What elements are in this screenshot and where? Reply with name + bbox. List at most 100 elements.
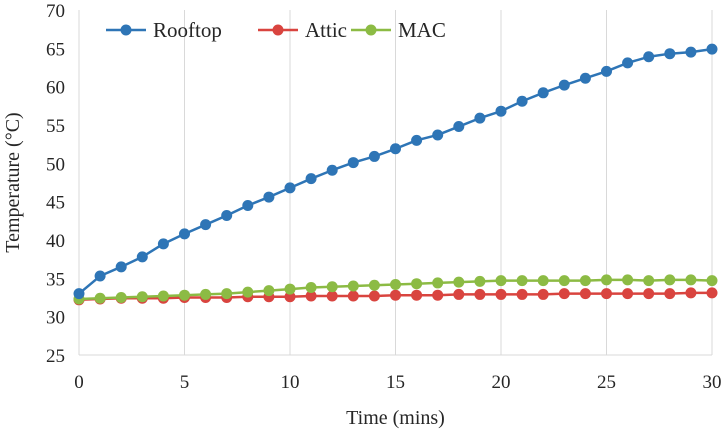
data-point-attic xyxy=(685,287,697,299)
y-axis-title: Temperature (°C) xyxy=(2,112,24,252)
data-point-rooftop xyxy=(601,65,612,77)
data-point-rooftop xyxy=(157,238,169,250)
data-point-mac xyxy=(347,280,359,292)
data-point-rooftop xyxy=(347,157,359,169)
data-point-mac xyxy=(157,290,169,302)
data-point-attic xyxy=(284,291,296,303)
data-point-rooftop xyxy=(368,150,380,162)
data-point-mac xyxy=(432,277,444,289)
data-point-rooftop xyxy=(390,143,401,155)
data-point-rooftop xyxy=(622,57,634,69)
data-point-attic xyxy=(347,290,359,302)
data-point-mac xyxy=(390,278,401,290)
data-point-mac xyxy=(115,292,127,303)
x-tick-label: 30 xyxy=(703,372,722,393)
data-point-rooftop xyxy=(136,251,148,263)
y-tick-label: 65 xyxy=(46,39,65,60)
data-point-mac xyxy=(284,283,296,295)
vertical-gridlines xyxy=(78,10,713,355)
y-tick-label: 25 xyxy=(46,346,65,367)
data-point-attic xyxy=(558,288,570,300)
data-point-rooftop xyxy=(73,288,85,300)
data-point-rooftop xyxy=(411,134,423,146)
legend-label: Attic xyxy=(305,18,347,42)
y-tick-label: 70 xyxy=(46,1,65,22)
x-tick-label: 10 xyxy=(281,372,300,393)
data-point-attic xyxy=(537,288,549,300)
data-point-rooftop xyxy=(643,51,655,63)
data-point-rooftop xyxy=(284,182,296,194)
data-point-rooftop xyxy=(263,191,275,203)
data-point-mac xyxy=(221,288,233,300)
data-point-rooftop xyxy=(115,261,127,273)
data-point-mac xyxy=(495,275,507,287)
data-point-rooftop xyxy=(305,173,317,185)
data-point-attic xyxy=(411,289,423,301)
data-point-mac xyxy=(685,274,697,286)
legend-swatch-marker xyxy=(365,24,377,36)
legend-swatch-marker xyxy=(120,24,132,36)
data-point-rooftop xyxy=(537,87,549,99)
data-point-mac xyxy=(368,279,380,291)
y-tick-label: 55 xyxy=(46,116,65,137)
data-point-attic xyxy=(706,287,718,299)
data-point-mac xyxy=(558,275,570,287)
data-point-attic xyxy=(495,288,507,300)
data-point-rooftop xyxy=(516,95,528,107)
data-point-mac xyxy=(200,288,212,300)
data-point-mac xyxy=(474,275,486,287)
data-point-attic xyxy=(516,288,528,300)
data-point-rooftop xyxy=(558,79,570,91)
y-tick-label: 35 xyxy=(46,269,65,290)
data-point-mac xyxy=(453,276,465,288)
data-point-attic xyxy=(368,290,380,302)
data-point-mac xyxy=(305,282,317,294)
legend-item-attic: Attic xyxy=(258,18,347,42)
data-point-mac xyxy=(537,275,549,287)
data-point-mac xyxy=(516,275,528,287)
legend: Rooftop Attic MAC xyxy=(106,18,446,42)
data-point-rooftop xyxy=(94,270,106,282)
data-point-rooftop xyxy=(685,46,697,58)
x-tick-label: 25 xyxy=(597,372,616,393)
data-point-mac xyxy=(242,286,254,298)
data-point-mac xyxy=(94,292,106,304)
data-point-attic xyxy=(326,290,338,302)
data-point-rooftop xyxy=(474,112,486,124)
data-point-rooftop xyxy=(242,200,254,211)
data-point-mac xyxy=(622,274,634,286)
data-point-rooftop xyxy=(706,43,718,55)
y-tick-label: 60 xyxy=(46,78,65,99)
data-point-attic xyxy=(664,288,676,300)
x-tick-label: 20 xyxy=(492,372,511,393)
data-point-rooftop xyxy=(579,72,591,84)
data-point-rooftop xyxy=(432,129,444,141)
series-mac xyxy=(73,274,718,305)
y-axis-tick-labels: 25 30 35 40 45 50 55 60 65 70 xyxy=(46,1,65,367)
y-tick-label: 40 xyxy=(46,231,65,252)
data-point-attic xyxy=(579,288,591,300)
data-point-rooftop xyxy=(664,48,676,60)
data-point-mac xyxy=(706,275,718,287)
legend-item-rooftop: Rooftop xyxy=(106,18,222,42)
x-tick-label: 0 xyxy=(74,372,84,393)
data-point-attic xyxy=(601,288,612,300)
data-point-attic xyxy=(432,289,444,301)
x-tick-label: 5 xyxy=(180,372,190,393)
data-point-attic xyxy=(390,289,401,301)
legend-label: Rooftop xyxy=(153,18,222,42)
data-point-attic xyxy=(474,288,486,300)
series-rooftop xyxy=(73,43,718,300)
data-point-mac xyxy=(579,275,591,287)
data-point-attic xyxy=(305,290,317,302)
x-axis-title: Time (mins) xyxy=(346,407,445,429)
data-point-attic xyxy=(622,288,634,300)
data-point-mac xyxy=(664,274,676,286)
data-point-rooftop xyxy=(326,164,338,176)
x-tick-label: 15 xyxy=(386,372,405,393)
y-tick-label: 30 xyxy=(46,308,65,329)
data-point-rooftop xyxy=(221,209,233,221)
data-point-mac xyxy=(643,275,655,287)
legend-item-mac: MAC xyxy=(351,18,446,42)
data-point-rooftop xyxy=(453,121,465,133)
